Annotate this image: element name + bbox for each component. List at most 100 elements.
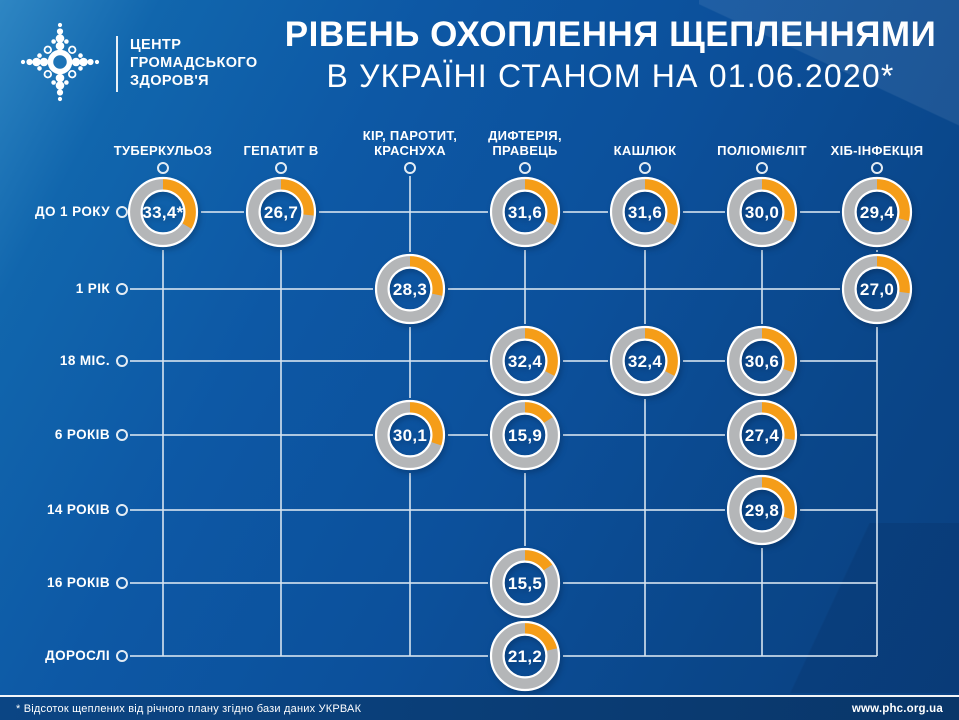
- column-node-1: [274, 161, 287, 174]
- grid-line: [129, 582, 488, 584]
- row-node-4: [115, 503, 128, 516]
- grid-line: [761, 547, 763, 656]
- grid-line: [682, 360, 725, 362]
- donut-ДО 1 РОКУ-5: 30,0: [726, 176, 798, 248]
- grid-line: [799, 434, 877, 436]
- donut-6 РОКІВ-5: 27,4: [726, 399, 798, 471]
- grid-line: [799, 509, 877, 511]
- donut-value: 31,6: [628, 203, 662, 222]
- grid-line: [644, 398, 646, 656]
- title-line2: В УКРАЇНІ СТАНОМ НА 01.06.2020*: [326, 58, 895, 94]
- grid-line: [524, 472, 526, 546]
- grid-line: [562, 434, 725, 436]
- column-label-2: КІР, ПАРОТИТ, КРАСНУХА: [362, 128, 458, 158]
- donut-ДО 1 РОКУ-3: 31,6: [489, 176, 561, 248]
- donut-ДОРОСЛІ-3: 21,2: [489, 620, 561, 692]
- donut-value: 29,8: [745, 501, 779, 520]
- column-node-6: [870, 161, 883, 174]
- grid-line: [409, 472, 411, 656]
- grid-line: [562, 211, 608, 213]
- donut-16 РОКІВ-3: 15,5: [489, 547, 561, 619]
- column-label-4: КАШЛЮК: [613, 142, 677, 158]
- column-node-5: [755, 161, 768, 174]
- column-label-6: ХІБ-ІНФЕКЦІЯ: [830, 142, 924, 158]
- donut-6 РОКІВ-3: 15,9: [489, 399, 561, 471]
- donut-value: 15,9: [508, 426, 542, 445]
- row-label-5: 16 РОКІВ: [46, 575, 110, 590]
- grid-line: [200, 211, 244, 213]
- grid-line: [447, 288, 840, 290]
- donut-value: 30,0: [745, 203, 779, 222]
- row-node-1: [115, 282, 128, 295]
- donut-ДО 1 РОКУ-1: 26,7: [245, 176, 317, 248]
- grid-line: [562, 360, 608, 362]
- grid-line: [799, 211, 840, 213]
- donut-value: 29,4: [860, 203, 895, 222]
- grid-line: [562, 582, 877, 584]
- grid-line: [129, 655, 488, 657]
- column-node-0: [156, 161, 169, 174]
- donut-ДО 1 РОКУ-6: 29,4: [841, 176, 913, 248]
- donut-value: 27,0: [860, 280, 894, 299]
- grid-line: [129, 509, 725, 511]
- donut-18 МІС.-4: 32,4: [609, 325, 681, 397]
- footer-bar: * Відсоток щеплених від річного плану зг…: [0, 695, 959, 720]
- donut-1 РІК-2: 28,3: [374, 253, 446, 325]
- column-node-3: [518, 161, 531, 174]
- row-node-6: [115, 649, 128, 662]
- title-line1: РІВЕНЬ ОХОПЛЕННЯ ЩЕПЛЕННЯМИ: [284, 15, 937, 54]
- logo-text: ЦЕНТР ГРОМАДСЬКОГО ЗДОРОВ'Я: [130, 37, 258, 89]
- grid-line: [318, 211, 488, 213]
- column-label-3: ДИФТЕРІЯ, ПРАВЕЦЬ: [488, 128, 562, 158]
- grid-line: [280, 249, 282, 656]
- page-title: РІВЕНЬ ОХОПЛЕННЯ ЩЕПЛЕННЯМИ В УКРАЇНІ СТ…: [270, 14, 951, 96]
- donut-1 РІК-6: 27,0: [841, 253, 913, 325]
- donut-value: 32,4: [628, 352, 663, 371]
- donut-ДО 1 РОКУ-0: 33,4*: [127, 176, 199, 248]
- donut-14 РОКІВ-5: 29,8: [726, 474, 798, 546]
- row-label-4: 14 РОКІВ: [46, 502, 110, 517]
- column-label-0: ТУБЕРКУЛЬОЗ: [113, 142, 213, 158]
- website-url[interactable]: www.phc.org.ua: [851, 702, 943, 715]
- donut-6 РОКІВ-2: 30,1: [374, 399, 446, 471]
- row-label-6: ДОРОСЛІ: [45, 648, 110, 663]
- donut-value: 27,4: [745, 426, 780, 445]
- column-node-2: [403, 161, 416, 174]
- donut-value: 32,4: [508, 352, 543, 371]
- grid-line: [682, 211, 725, 213]
- grid-line: [129, 288, 373, 290]
- row-label-0: ДО 1 РОКУ: [34, 204, 110, 219]
- donut-value: 15,5: [508, 574, 542, 593]
- grid-line: [644, 249, 646, 324]
- grid-line: [447, 434, 488, 436]
- donut-value: 21,2: [508, 647, 542, 666]
- column-label-1: ГЕПАТИТ В: [243, 142, 319, 158]
- donut-value: 31,6: [508, 203, 542, 222]
- donut-18 МІС.-3: 32,4: [489, 325, 561, 397]
- phc-logo-icon: [20, 22, 100, 102]
- grid-line: [761, 249, 763, 324]
- grid-line: [409, 175, 411, 252]
- donut-value: 30,1: [393, 426, 427, 445]
- donut-value: 30,6: [745, 352, 779, 371]
- row-node-3: [115, 428, 128, 441]
- footnote: * Відсоток щеплених від річного плану зг…: [16, 702, 362, 715]
- row-label-2: 18 МІС.: [59, 353, 110, 368]
- donut-ДО 1 РОКУ-4: 31,6: [609, 176, 681, 248]
- donut-value: 28,3: [393, 280, 427, 299]
- grid-line: [409, 326, 411, 398]
- grid-line: [524, 249, 526, 324]
- logo-divider: [116, 36, 118, 92]
- row-node-0: [115, 205, 128, 218]
- grid-line: [562, 655, 877, 657]
- donut-18 МІС.-5: 30,6: [726, 325, 798, 397]
- grid-line: [129, 360, 488, 362]
- column-label-5: ПОЛІОМІЄЛІТ: [717, 142, 807, 158]
- grid-line: [799, 360, 877, 362]
- grid-line: [876, 249, 878, 252]
- column-node-4: [638, 161, 651, 174]
- row-node-5: [115, 576, 128, 589]
- grid-line: [162, 249, 164, 656]
